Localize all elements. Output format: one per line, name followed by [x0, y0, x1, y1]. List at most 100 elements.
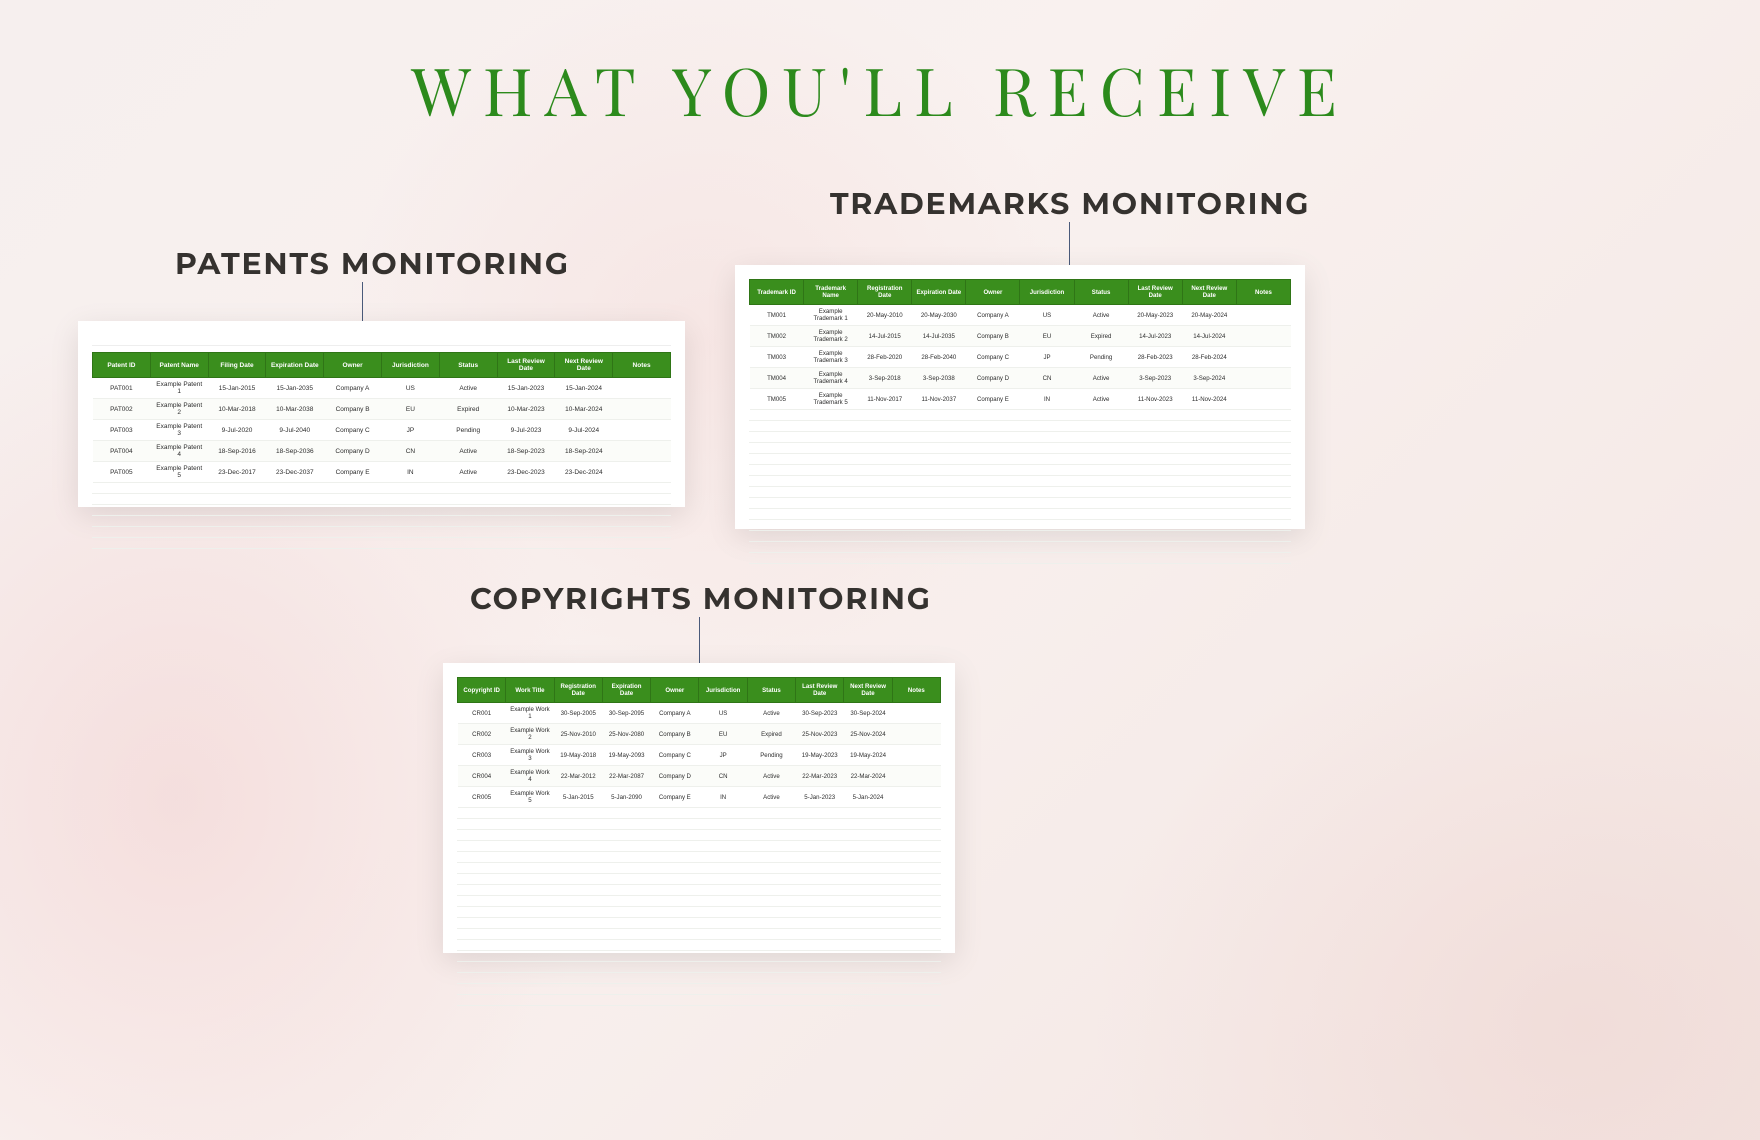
table-cell: Example Trademark 3	[804, 347, 858, 368]
table-cell: 14-Jul-2023	[1128, 326, 1182, 347]
table-cell: 23-Dec-2037	[266, 462, 324, 483]
trademarks-empty-rows	[749, 410, 1291, 564]
table-header-cell: Registration Date	[858, 280, 912, 305]
empty-row	[749, 520, 1291, 531]
table-cell: 5-Jan-2090	[602, 787, 650, 808]
empty-row	[749, 465, 1291, 476]
table-cell: Company C	[966, 347, 1020, 368]
empty-row	[457, 940, 941, 951]
table-cell: CR003	[458, 745, 506, 766]
table-cell: 18-Sep-2023	[497, 441, 555, 462]
table-cell	[892, 724, 940, 745]
table-cell: Company B	[324, 399, 382, 420]
table-cell	[892, 787, 940, 808]
table-cell	[613, 399, 671, 420]
empty-row	[457, 841, 941, 852]
table-cell: IN	[699, 787, 747, 808]
table-cell: 10-Mar-2038	[266, 399, 324, 420]
empty-row	[457, 874, 941, 885]
table-cell: CR004	[458, 766, 506, 787]
table-cell: 11-Nov-2037	[912, 389, 966, 410]
empty-row	[457, 918, 941, 929]
table-cell: 3-Sep-2038	[912, 368, 966, 389]
table-cell: Example Work 3	[506, 745, 554, 766]
table-header-cell: Last Review Date	[497, 353, 555, 378]
table-cell: TM004	[750, 368, 804, 389]
table-header-cell: Registration Date	[554, 678, 602, 703]
empty-row	[749, 443, 1291, 454]
table-header-cell: Status	[747, 678, 795, 703]
table-cell: 19-May-2018	[554, 745, 602, 766]
empty-row	[749, 476, 1291, 487]
empty-row	[457, 907, 941, 918]
table-cell: EU	[699, 724, 747, 745]
table-row: TM002Example Trademark 214-Jul-201514-Ju…	[750, 326, 1291, 347]
empty-row	[749, 553, 1291, 564]
table-cell: CR005	[458, 787, 506, 808]
copyrights-header-row: Copyright IDWork TitleRegistration DateE…	[458, 678, 941, 703]
table-header-cell: Jurisdiction	[1020, 280, 1074, 305]
table-cell: 10-Mar-2018	[208, 399, 266, 420]
table-cell: EU	[381, 399, 439, 420]
trademarks-label: TRADEMARKS MONITORING	[830, 185, 1310, 222]
table-cell: Active	[1074, 305, 1128, 326]
empty-row	[749, 498, 1291, 509]
table-row: TM004Example Trademark 43-Sep-20183-Sep-…	[750, 368, 1291, 389]
table-cell: Company E	[966, 389, 1020, 410]
empty-row	[92, 494, 671, 505]
table-row: PAT001Example Patent 115-Jan-201515-Jan-…	[93, 378, 671, 399]
table-cell: Example Work 1	[506, 703, 554, 724]
table-header-cell: Trademark Name	[804, 280, 858, 305]
table-cell: 25-Nov-2023	[796, 724, 844, 745]
patents-empty-rows	[92, 483, 671, 549]
empty-row	[457, 896, 941, 907]
table-cell: Company B	[651, 724, 699, 745]
table-cell: 19-May-2023	[796, 745, 844, 766]
table-cell: 18-Sep-2024	[555, 441, 613, 462]
empty-row	[749, 509, 1291, 520]
table-cell: 5-Jan-2023	[796, 787, 844, 808]
table-cell: CR001	[458, 703, 506, 724]
table-cell: Company D	[651, 766, 699, 787]
table-cell: Example Trademark 2	[804, 326, 858, 347]
table-cell: 14-Jul-2024	[1182, 326, 1236, 347]
table-cell: CN	[1020, 368, 1074, 389]
table-cell	[892, 766, 940, 787]
table-cell: 28-Feb-2024	[1182, 347, 1236, 368]
table-cell: Company A	[966, 305, 1020, 326]
table-cell: 3-Sep-2023	[1128, 368, 1182, 389]
table-cell: 11-Nov-2017	[858, 389, 912, 410]
table-cell: 20-May-2030	[912, 305, 966, 326]
table-cell: 30-Sep-2005	[554, 703, 602, 724]
table-cell: Active	[439, 378, 497, 399]
table-cell: PAT004	[93, 441, 151, 462]
table-cell: US	[699, 703, 747, 724]
empty-row	[92, 505, 671, 516]
empty-row	[457, 863, 941, 874]
table-cell: Company E	[651, 787, 699, 808]
table-header-cell: Notes	[613, 353, 671, 378]
copyrights-empty-rows	[457, 808, 941, 1006]
empty-row	[749, 454, 1291, 465]
table-header-cell: Owner	[651, 678, 699, 703]
empty-row	[457, 951, 941, 962]
table-cell	[1236, 305, 1290, 326]
table-cell	[613, 441, 671, 462]
table-cell: TM001	[750, 305, 804, 326]
table-cell	[892, 745, 940, 766]
table-cell: 28-Feb-2020	[858, 347, 912, 368]
table-cell: Example Trademark 1	[804, 305, 858, 326]
table-cell: 20-May-2010	[858, 305, 912, 326]
table-header-cell: Work Title	[506, 678, 554, 703]
table-cell: 25-Nov-2010	[554, 724, 602, 745]
table-cell: 14-Jul-2015	[858, 326, 912, 347]
table-row: PAT004Example Patent 418-Sep-201618-Sep-…	[93, 441, 671, 462]
page-canvas: WHAT YOU'LL RECEIVE PATENTS MONITORING P…	[0, 0, 1760, 1140]
table-cell: 18-Sep-2036	[266, 441, 324, 462]
table-header-cell: Expiration Date	[912, 280, 966, 305]
trademarks-body: TM001Example Trademark 120-May-201020-Ma…	[750, 305, 1291, 410]
empty-row	[457, 962, 941, 973]
table-cell: PAT003	[93, 420, 151, 441]
table-cell: 23-Dec-2023	[497, 462, 555, 483]
table-header-cell: Status	[439, 353, 497, 378]
